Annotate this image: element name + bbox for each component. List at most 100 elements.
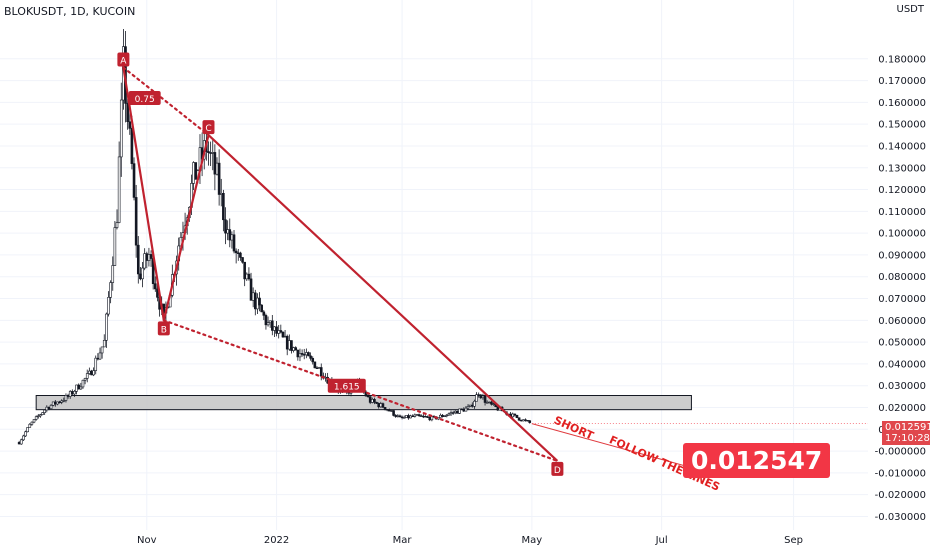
candle-body — [522, 419, 525, 422]
candle-body — [109, 282, 112, 298]
y-tick-label: 0.140000 — [878, 141, 926, 152]
candle-body — [24, 431, 27, 437]
candle-body — [300, 353, 304, 355]
candle-body — [528, 420, 532, 423]
candle-body — [100, 346, 104, 354]
candle-body — [130, 128, 134, 164]
candle-body — [19, 439, 23, 445]
symbol-title[interactable]: BLOKUSDT, 1D, KUCOIN — [4, 5, 136, 18]
candle-body — [394, 415, 398, 417]
candle-body — [136, 244, 140, 275]
candle-body — [51, 401, 55, 406]
candle-body — [143, 253, 146, 269]
y-tick-label: 0.120000 — [878, 185, 926, 196]
candle-body — [88, 370, 91, 374]
candle-body — [445, 414, 449, 417]
candle-body — [111, 265, 115, 283]
candle-body — [390, 410, 393, 412]
candle-body — [139, 273, 142, 280]
y-tick-label: 0.170000 — [878, 76, 926, 87]
candle-body — [373, 399, 376, 403]
candle-body — [519, 419, 523, 422]
candle-body — [275, 326, 278, 334]
candle-body — [256, 297, 259, 310]
candle-body — [226, 229, 229, 234]
y-tick-label: 0.070000 — [878, 294, 926, 305]
candle-body — [247, 273, 251, 280]
candle-body — [96, 357, 100, 360]
point-label-a — [117, 52, 130, 67]
candle-body — [415, 414, 419, 416]
candle-body — [79, 386, 83, 390]
axis-unit-label: USDT — [896, 4, 924, 15]
candle-body — [58, 401, 61, 404]
y-tick-label: 0.050000 — [878, 338, 926, 349]
point-label-text: C — [205, 124, 211, 134]
candle-body — [47, 406, 51, 410]
candle-body — [449, 412, 453, 415]
candle-body — [398, 415, 402, 418]
candle-body — [134, 197, 138, 246]
y-tick-label: -0.020000 — [875, 490, 926, 501]
candle-body — [45, 406, 49, 411]
candle-body — [145, 253, 149, 261]
candle-body — [317, 367, 321, 369]
candle-body — [319, 367, 323, 377]
candle-body — [75, 384, 78, 392]
candle-body — [366, 395, 370, 398]
candle-body — [222, 192, 225, 221]
candle-body — [298, 353, 302, 358]
candle-body — [115, 222, 119, 228]
candle-body — [400, 416, 404, 419]
candle-body — [466, 406, 470, 409]
candle-body — [147, 254, 151, 261]
candle-body — [73, 390, 76, 395]
candle-body — [228, 229, 232, 241]
candle-body — [28, 423, 32, 428]
y-tick-label: -0.030000 — [875, 512, 926, 523]
candle-body — [513, 413, 517, 416]
candle-body — [113, 227, 117, 266]
candle-body — [192, 162, 195, 184]
candle-body — [477, 394, 480, 396]
candle-body — [439, 414, 442, 418]
candle-body — [422, 415, 425, 418]
candle-body — [451, 412, 455, 414]
candle-body — [515, 414, 519, 419]
candle-body — [305, 352, 308, 356]
candle-body — [273, 326, 276, 331]
candle-body — [64, 395, 68, 401]
candle-body — [290, 340, 293, 351]
candle-body — [468, 404, 472, 407]
candle-body — [377, 403, 380, 408]
y-tick-label: 0.060000 — [878, 316, 926, 327]
candle-body — [249, 278, 253, 301]
candle-body — [128, 121, 132, 129]
candle-body — [302, 354, 306, 356]
candle-body — [81, 379, 85, 388]
candle-body — [288, 340, 291, 350]
candle-body — [17, 442, 21, 445]
candle-body — [85, 373, 89, 379]
candle-body — [402, 417, 406, 419]
x-tick-label: Mar — [393, 535, 413, 546]
pattern-leg-bc — [162, 134, 210, 321]
candle-body — [232, 234, 236, 252]
candle-body — [251, 292, 255, 301]
candle-body — [241, 257, 244, 263]
candle-body — [456, 410, 459, 414]
price-callout: 0.012547 — [683, 443, 831, 478]
x-tick-label: 2022 — [264, 535, 289, 546]
candle-body — [313, 361, 317, 369]
candle-body — [405, 415, 408, 418]
candle-body — [473, 400, 476, 407]
annotation-text: SHORT — [552, 414, 596, 443]
candle-body — [239, 252, 242, 258]
candle-body — [294, 347, 298, 351]
candle-body — [441, 414, 444, 417]
candle-body — [30, 421, 34, 425]
candle-body — [262, 311, 266, 316]
candle-body — [424, 416, 427, 418]
